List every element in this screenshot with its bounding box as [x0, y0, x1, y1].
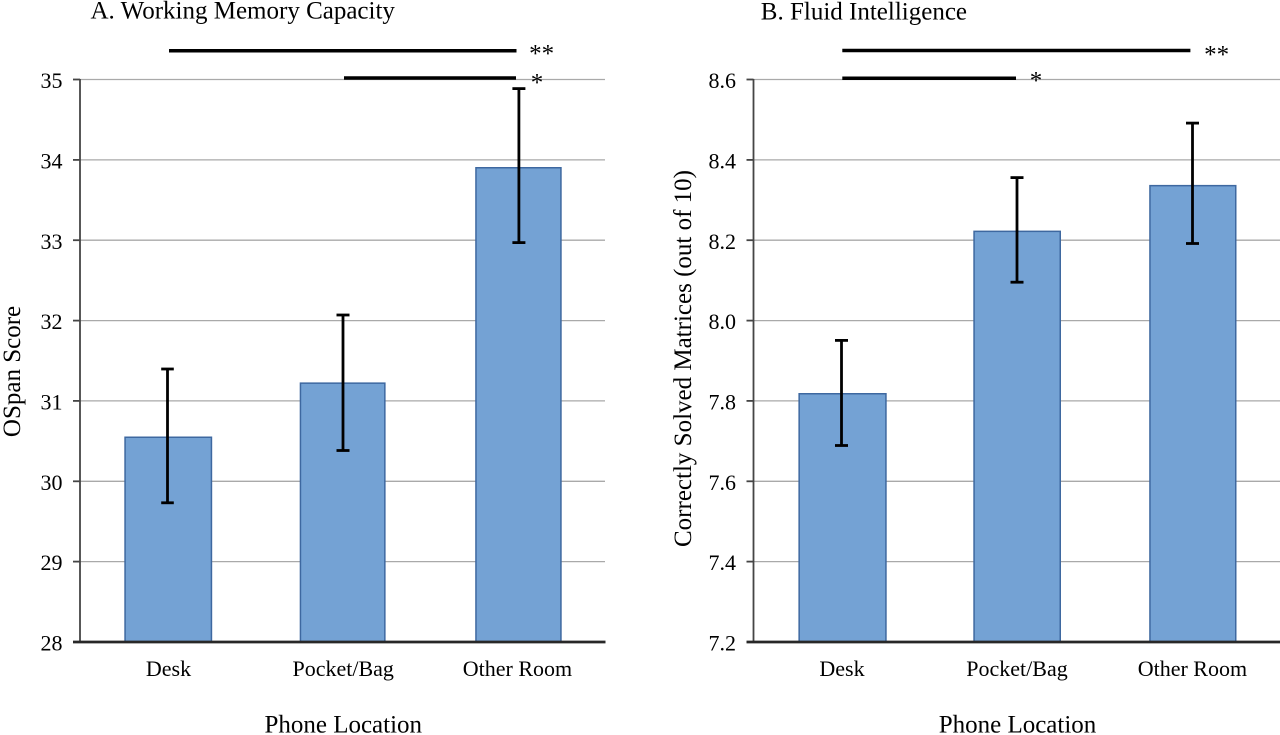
svg-text:8.0: 8.0 — [709, 309, 737, 334]
svg-text:Desk: Desk — [146, 656, 191, 681]
svg-text:A. Working Memory Capacity: A. Working Memory Capacity — [91, 0, 396, 25]
svg-text:Pocket/Bag: Pocket/Bag — [292, 656, 393, 681]
svg-text:7.6: 7.6 — [709, 470, 737, 495]
svg-text:**: ** — [529, 41, 554, 68]
svg-text:35: 35 — [41, 68, 63, 93]
svg-text:32: 32 — [41, 309, 63, 334]
svg-text:8.2: 8.2 — [709, 229, 737, 254]
svg-text:Pocket/Bag: Pocket/Bag — [966, 656, 1067, 681]
svg-text:**: ** — [1204, 42, 1229, 69]
svg-text:30: 30 — [41, 470, 63, 495]
svg-text:OSpan Score: OSpan Score — [0, 306, 26, 437]
svg-text:7.8: 7.8 — [709, 390, 737, 415]
svg-text:Phone Location: Phone Location — [264, 712, 422, 735]
svg-text:Phone Location: Phone Location — [939, 712, 1097, 735]
svg-text:33: 33 — [41, 229, 63, 254]
svg-text:7.2: 7.2 — [709, 631, 737, 656]
svg-text:7.4: 7.4 — [709, 550, 737, 575]
svg-text:B. Fluid Intelligence: B. Fluid Intelligence — [761, 0, 967, 26]
svg-text:Other Room: Other Room — [1138, 656, 1247, 681]
svg-text:*: * — [531, 69, 544, 96]
svg-text:Correctly Solved Matrices (out: Correctly Solved Matrices (out of 10) — [670, 170, 697, 547]
svg-text:31: 31 — [41, 390, 63, 415]
svg-text:8.6: 8.6 — [709, 68, 737, 93]
svg-text:Desk: Desk — [819, 656, 864, 681]
svg-text:*: * — [1030, 68, 1043, 95]
svg-text:29: 29 — [41, 550, 63, 575]
svg-text:28: 28 — [41, 631, 63, 656]
svg-text:8.4: 8.4 — [709, 149, 737, 174]
svg-text:Other Room: Other Room — [463, 656, 572, 681]
svg-text:34: 34 — [41, 149, 63, 174]
